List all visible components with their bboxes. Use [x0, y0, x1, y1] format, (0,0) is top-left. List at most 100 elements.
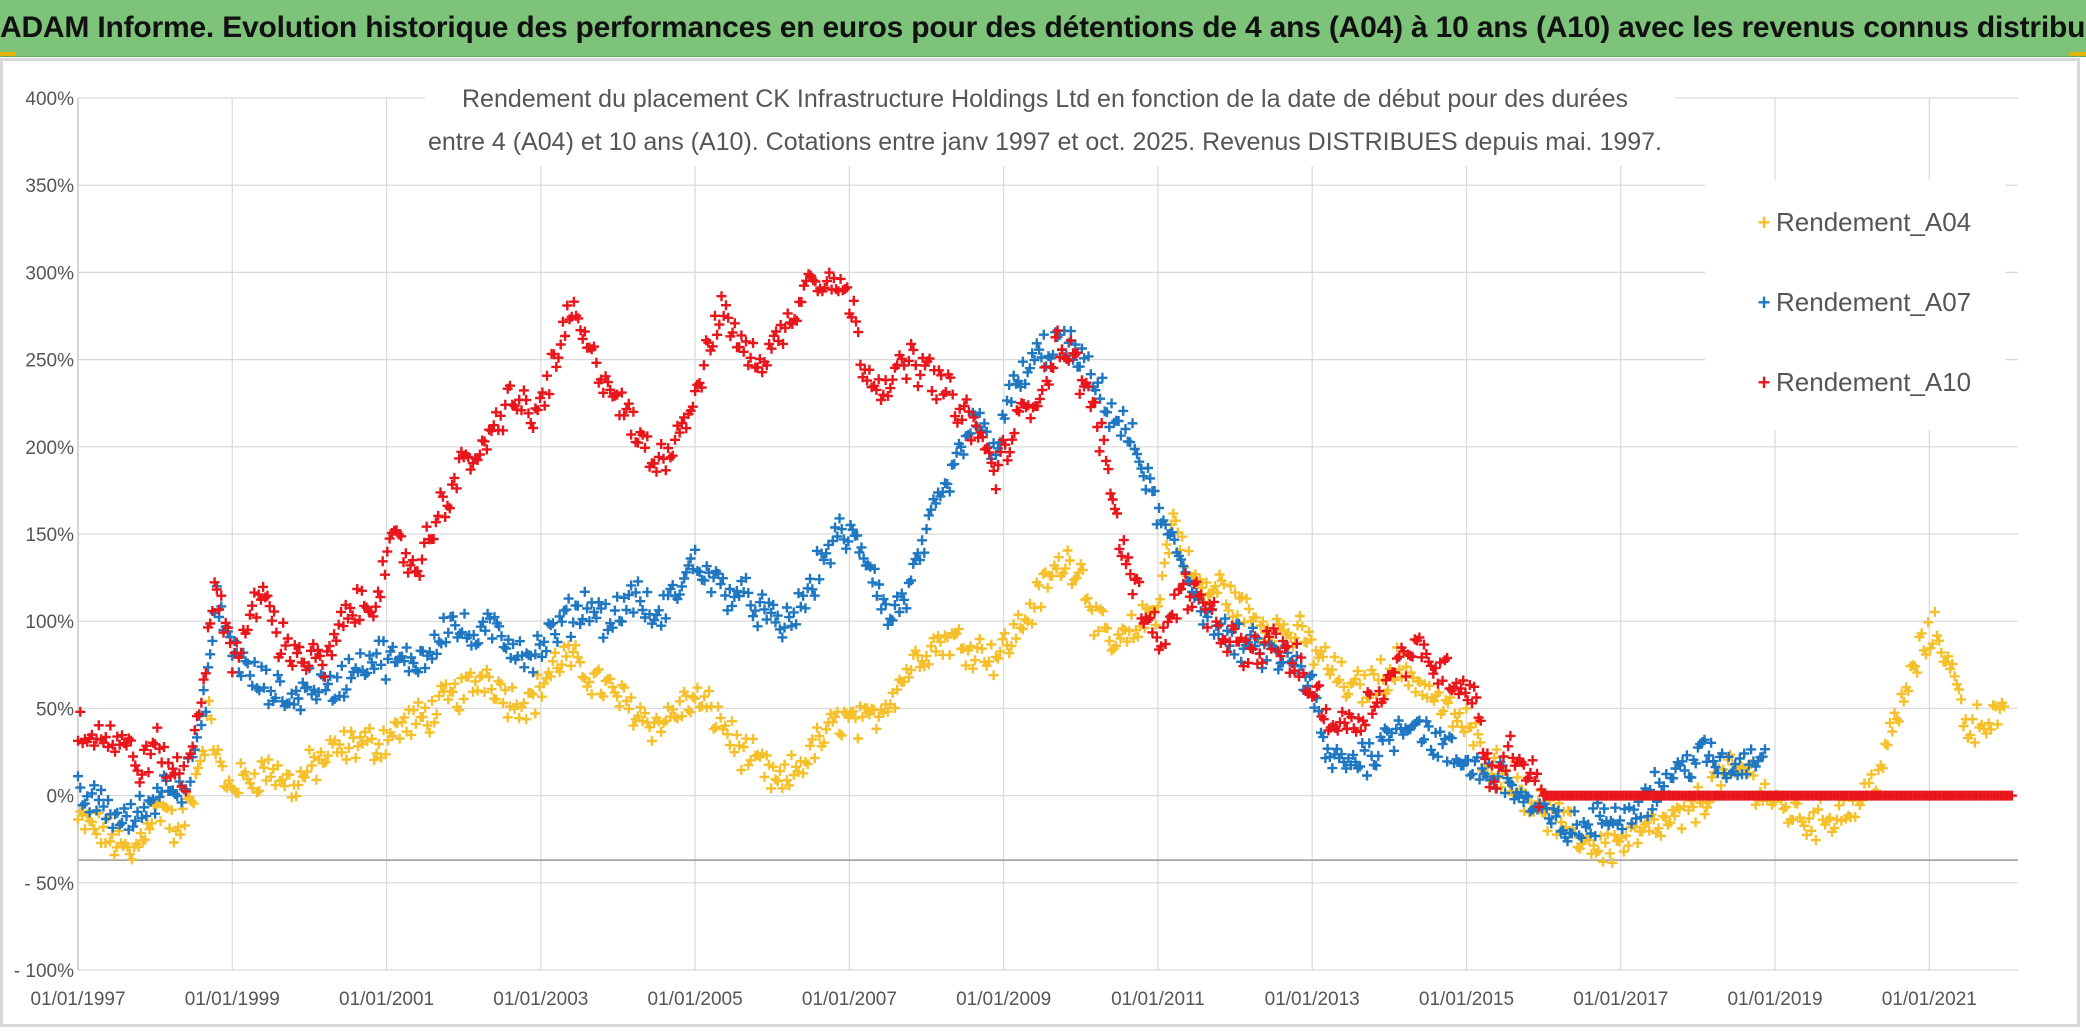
- data-point: [236, 670, 247, 681]
- legend-background: [1705, 180, 2005, 430]
- data-point: [949, 459, 960, 470]
- data-point: [1259, 637, 1270, 648]
- data-point: [1020, 378, 1031, 389]
- data-point: [1118, 535, 1129, 546]
- data-point: [1214, 569, 1225, 580]
- data-point: [247, 600, 258, 611]
- data-point: [1006, 397, 1017, 407]
- data-point: [341, 754, 352, 765]
- data-point: [420, 663, 431, 674]
- data-point: [628, 406, 639, 417]
- data-point: [1115, 633, 1126, 644]
- data-point: [339, 691, 350, 702]
- data-point: [1338, 681, 1349, 692]
- data-point: [1183, 546, 1194, 557]
- data-point: [1491, 744, 1502, 755]
- data-point: [1160, 639, 1171, 649]
- data-point: [1454, 708, 1465, 719]
- data-point: [1201, 577, 1212, 588]
- data-point: [105, 720, 116, 731]
- data-point: [562, 300, 573, 311]
- data-point: [1476, 763, 1487, 774]
- data-point: [185, 776, 196, 787]
- data-point: [378, 636, 389, 647]
- data-point: [1787, 815, 1798, 825]
- data-point: [465, 464, 476, 475]
- data-point: [154, 791, 165, 802]
- data-point: [1669, 810, 1680, 821]
- data-point: [1133, 631, 1144, 642]
- data-point: [406, 652, 417, 663]
- x-tick-label: 01/01/1997: [30, 989, 125, 1010]
- data-point: [1065, 326, 1076, 337]
- data-point: [781, 602, 792, 613]
- data-point: [547, 618, 558, 629]
- data-point: [152, 722, 163, 733]
- data-point: [656, 726, 667, 737]
- data-point: [536, 651, 547, 662]
- data-point: [159, 742, 169, 752]
- data-point: [986, 457, 997, 468]
- data-point: [1132, 449, 1142, 460]
- data-point: [1078, 565, 1088, 575]
- data-point: [878, 594, 889, 605]
- data-point: [577, 333, 588, 344]
- data-point: [855, 701, 866, 712]
- data-point: [100, 814, 111, 824]
- data-point: [1688, 801, 1699, 812]
- data-point: [810, 276, 821, 287]
- data-point: [302, 682, 313, 693]
- data-point: [245, 670, 255, 681]
- data-point: [786, 621, 797, 631]
- x-tick-label: 01/01/2005: [648, 989, 743, 1010]
- data-point: [222, 622, 233, 633]
- data-point: [1296, 661, 1307, 672]
- data-point: [1424, 680, 1435, 691]
- data-point: [1158, 622, 1169, 633]
- data-point: [77, 810, 88, 821]
- data-point: [1813, 804, 1824, 815]
- data-point: [649, 458, 660, 469]
- data-point: [440, 679, 451, 690]
- data-point: [995, 646, 1006, 657]
- data-point: [802, 759, 813, 770]
- data-point: [1271, 613, 1282, 624]
- data-point: [658, 453, 669, 464]
- data-point: [582, 603, 593, 614]
- x-tick-label: 01/01/2013: [1265, 989, 1360, 1010]
- data-point: [428, 534, 439, 544]
- data-point: [656, 439, 667, 449]
- data-point: [642, 431, 653, 442]
- data-point: [850, 713, 861, 724]
- data-point: [407, 555, 418, 566]
- data-point: [518, 385, 529, 396]
- data-point: [1101, 455, 1112, 466]
- data-point: [1887, 726, 1898, 737]
- data-point: [403, 666, 414, 677]
- data-point: [781, 775, 792, 786]
- data-point: [1206, 604, 1217, 615]
- data-point: [1780, 802, 1791, 812]
- data-point: [1482, 748, 1493, 759]
- data-point: [852, 733, 863, 744]
- data-point: [874, 579, 885, 590]
- data-point: [1240, 635, 1251, 646]
- data-point: [450, 620, 461, 631]
- data-point: [324, 641, 335, 651]
- data-point: [249, 657, 260, 667]
- data-point: [1134, 456, 1145, 467]
- data-point: [1121, 559, 1131, 570]
- data-point: [1297, 621, 1308, 632]
- data-point: [1047, 571, 1058, 581]
- data-point: [235, 758, 246, 769]
- data-point: [887, 615, 898, 626]
- data-point: [498, 425, 508, 436]
- data-point: [353, 667, 363, 678]
- data-point: [1423, 721, 1434, 732]
- data-point: [1403, 680, 1414, 691]
- data-point: [364, 723, 375, 734]
- data-point: [1222, 625, 1233, 636]
- data-point: [745, 600, 756, 611]
- data-point: [1940, 656, 1951, 667]
- data-point: [1123, 552, 1134, 563]
